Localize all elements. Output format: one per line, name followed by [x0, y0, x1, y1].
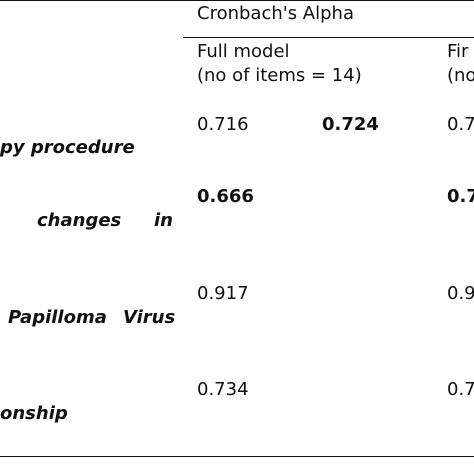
cell-highlighted: 0.724: [322, 114, 379, 135]
row-label: changes: [37, 210, 122, 231]
column-header-full-model: Full model (no of items = 14): [197, 40, 362, 88]
bottom-rule: [0, 456, 474, 457]
top-rule: [0, 0, 474, 1]
cell-full-model: 0.716: [197, 114, 249, 135]
cell-full-model: 0.734: [197, 379, 249, 400]
column-header-final-model: Fir (no: [447, 40, 474, 88]
cell-final-model: 0.7: [447, 114, 474, 135]
cell-final-model: 0.7: [447, 186, 474, 207]
cell-final-model: 0.9: [447, 283, 474, 304]
row-label: py procedure: [0, 137, 135, 158]
row-label: Papilloma: [8, 307, 107, 328]
row-label: onship: [0, 403, 68, 424]
cell-full-model: 0.917: [197, 283, 249, 304]
column-header-title: Full model: [197, 41, 290, 62]
cell-full-model: 0.666: [197, 186, 254, 207]
row-label: Virus: [123, 307, 176, 328]
column-header-items: (no of items = 14): [197, 65, 362, 86]
cronbach-alpha-header: Cronbach's Alpha: [197, 3, 354, 24]
header-rule: [183, 37, 474, 38]
cell-final-model: 0.7: [447, 379, 474, 400]
row-label: in: [154, 210, 173, 231]
column-header-items: (no: [447, 65, 474, 86]
column-header-title: Fir: [447, 41, 469, 62]
